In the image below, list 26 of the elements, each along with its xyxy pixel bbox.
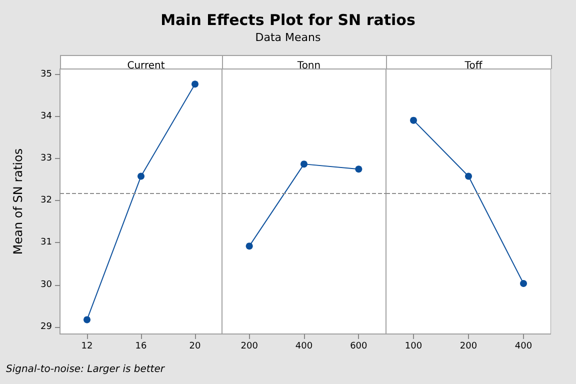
y-tick-label: 35 [40,69,52,80]
y-tick-label: 32 [40,196,52,206]
y-tick-label: 34 [40,112,52,122]
x-tick-label: 600 [350,342,368,352]
text: Data Means [254,31,322,44]
x-tick-label: 200 [240,342,258,352]
point [84,316,90,324]
x-tick-label: 400 [514,342,532,352]
y-tick-label: 30 [40,280,52,290]
x-tick-label: 16 [135,342,147,352]
chart-title: Tonn [296,60,321,72]
point [192,80,198,88]
text: Signal-to-noise: Larger is better [6,364,164,375]
x-tick-label: 400 [295,342,313,352]
chart-title: Toff [464,60,484,72]
y-tick-label: 33 [40,154,52,164]
x-tick-label: 12 [81,342,93,352]
y-tick-label: 31 [40,238,52,248]
text: Main Effects Plot for SN ratios [160,11,416,29]
x-tick-label: 20 [189,342,201,352]
x-tick-label: 100 [404,342,422,352]
chart-title: Current [127,60,165,72]
y-tick-label: 29 [40,322,52,332]
y-axis-title: Mean of SN ratios [11,148,25,255]
point [138,172,144,180]
x-tick-label: 200 [460,342,478,352]
